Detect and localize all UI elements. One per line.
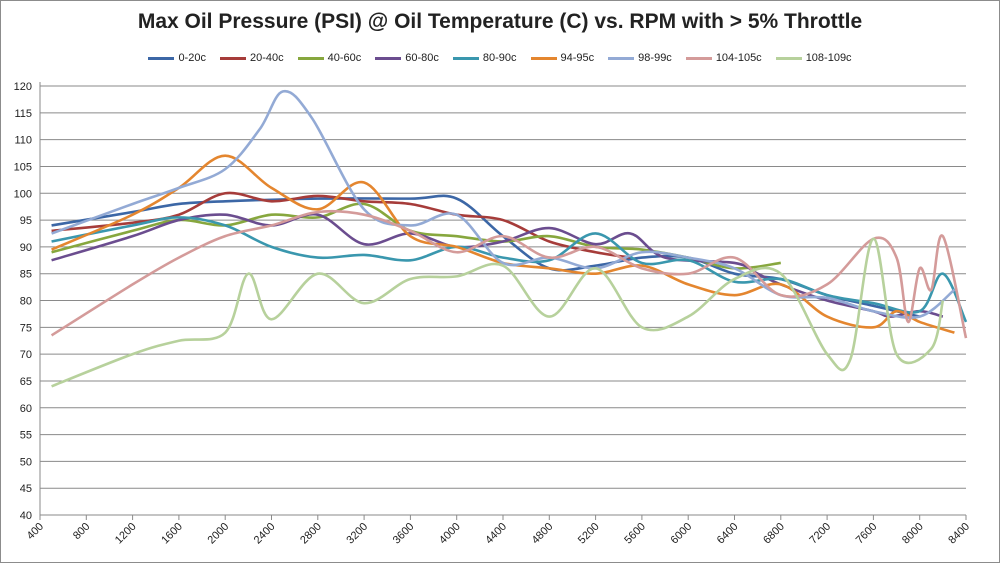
y-tick-label: 40 [20, 510, 32, 522]
series-line-94-95c [51, 154, 955, 334]
x-tick-label: 6400 [715, 521, 741, 547]
series-line-80-90c [51, 216, 968, 323]
y-tick-label: 70 [20, 349, 32, 361]
y-tick-label: 85 [20, 269, 32, 281]
y-tick-label: 60 [20, 403, 32, 415]
x-tick-label: 8000 [900, 521, 926, 547]
x-tick-label: 2800 [298, 521, 324, 547]
y-tick-label: 90 [20, 242, 32, 254]
legend-swatch [148, 56, 175, 60]
y-tick-label: 55 [20, 430, 32, 442]
x-tick-label: 5600 [622, 521, 648, 547]
y-tick-label: 115 [14, 108, 32, 120]
legend-label: 40-60c [327, 52, 362, 64]
chart-title: Max Oil Pressure (PSI) @ Oil Temperature… [137, 10, 863, 33]
legend-label: 94-95c [560, 52, 595, 64]
legend-item: 98-99c [608, 52, 672, 64]
legend-label: 20-40c [249, 52, 284, 64]
y-tick-label: 45 [20, 483, 32, 495]
x-tick-label: 7200 [807, 521, 833, 547]
x-tick-label: 3600 [391, 521, 417, 547]
legend-item: 20-40c [219, 52, 284, 64]
legend-item: 0-20c [148, 52, 206, 64]
y-tick-label: 80 [20, 296, 32, 308]
x-tick-label: 1200 [113, 521, 139, 547]
legend: 0-20c 20-40c 40-60c 60-80c 80-90c 94-95c 98-99… [0, 52, 1000, 64]
legend-swatch [452, 56, 479, 60]
legend-label: 108-109c [805, 52, 852, 64]
x-tick-label: 1600 [159, 521, 185, 547]
legend-swatch [219, 56, 246, 60]
x-tick-label: 4800 [530, 521, 556, 547]
legend-label: 104-105c [715, 52, 762, 64]
legend-swatch [775, 56, 802, 60]
legend-label: 0-20c [178, 52, 206, 64]
legend-label: 80-90c [482, 52, 517, 64]
y-tick-label: 50 [20, 456, 32, 468]
legend-item: 108-109c [775, 52, 852, 64]
legend-swatch [375, 56, 402, 60]
y-tick-label: 105 [14, 161, 32, 173]
series-line-104-105c [50, 209, 968, 339]
legend-item: 40-60c [297, 52, 362, 64]
y-tick-label: 95 [20, 215, 32, 227]
x-tick-label: 4000 [437, 521, 463, 547]
x-tick-label: 800 [71, 521, 92, 542]
y-tick-label: 100 [14, 188, 32, 200]
legend-label: 98-99c [638, 52, 672, 64]
x-tick-label: 2000 [206, 521, 232, 547]
series-line-108-109c [51, 237, 945, 388]
legend-swatch [297, 56, 324, 60]
y-tick-label: 75 [20, 322, 32, 334]
legend-swatch [530, 56, 557, 60]
series-line-60-80c [51, 212, 944, 318]
y-tick-label: 120 [14, 81, 32, 93]
x-tick-label: 400 [25, 521, 46, 542]
x-tick-label: 6800 [761, 521, 787, 547]
legend-item: 60-80c [375, 52, 439, 64]
x-tick-label: 6000 [669, 521, 695, 547]
x-tick-label: 8400 [946, 521, 972, 547]
series-line-98-99c [51, 89, 956, 319]
legend-swatch [685, 56, 712, 60]
legend-item: 94-95c [530, 52, 595, 64]
y-tick-label: 110 [14, 135, 32, 147]
series-line-20-40c [51, 191, 631, 259]
legend-label: 60-80c [405, 52, 439, 64]
legend-item: 80-90c [452, 52, 517, 64]
x-tick-label: 2400 [252, 521, 278, 547]
legend-item: 104-105c [685, 52, 762, 64]
y-tick-label: 65 [20, 376, 32, 388]
x-tick-label: 5200 [576, 521, 602, 547]
x-tick-label: 7600 [854, 521, 880, 547]
x-tick-label: 4400 [483, 521, 509, 547]
x-tick-label: 3200 [344, 521, 370, 547]
legend-swatch [608, 56, 635, 60]
